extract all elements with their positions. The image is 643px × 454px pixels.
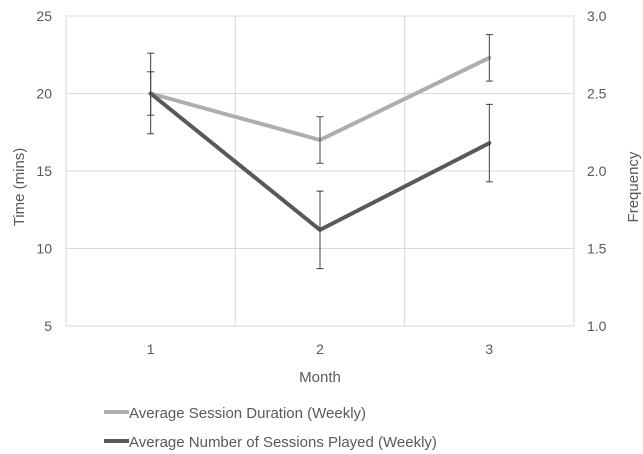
error-bar [485, 103, 493, 183]
y2-tick-label: 1.5 [587, 241, 607, 257]
error-bar [147, 52, 155, 135]
series-2 [147, 52, 493, 270]
legend: Average Session Duration (Weekly) Averag… [104, 405, 437, 451]
y2-tick-label: 2.0 [587, 163, 607, 179]
error-bar [316, 116, 324, 164]
legend-label-session-duration: Average Session Duration (Weekly) [129, 405, 366, 422]
y2-tick-label: 1.0 [587, 318, 607, 334]
y-tick-label: 15 [36, 163, 52, 179]
x-tick-label: 1 [147, 341, 155, 357]
y2-tick-label: 3.0 [587, 8, 607, 24]
error-bar [316, 190, 324, 270]
y-axis-title: Time (mins) [11, 148, 28, 227]
y2-tick-label: 2.5 [587, 86, 607, 102]
gridlines [65, 15, 575, 327]
error-bar [485, 34, 493, 82]
left-axis-ticks: 5 10 15 20 25 [36, 8, 52, 334]
x-axis-ticks: 1 2 3 [147, 341, 494, 357]
x-axis-title: Month [299, 369, 341, 386]
y-tick-label: 5 [44, 318, 52, 334]
y-tick-label: 20 [36, 86, 52, 102]
legend-label-sessions-played: Average Number of Sessions Played (Weekl… [129, 434, 437, 451]
y-tick-label: 25 [36, 8, 52, 24]
series-1 [147, 34, 493, 164]
right-axis-ticks: 1.0 1.5 2.0 2.5 3.0 [587, 8, 607, 334]
y2-axis-title: Frequency [625, 151, 642, 222]
x-tick-label: 3 [485, 341, 493, 357]
series-layer [147, 34, 493, 270]
x-tick-label: 2 [316, 341, 324, 357]
y-tick-label: 10 [36, 241, 52, 257]
